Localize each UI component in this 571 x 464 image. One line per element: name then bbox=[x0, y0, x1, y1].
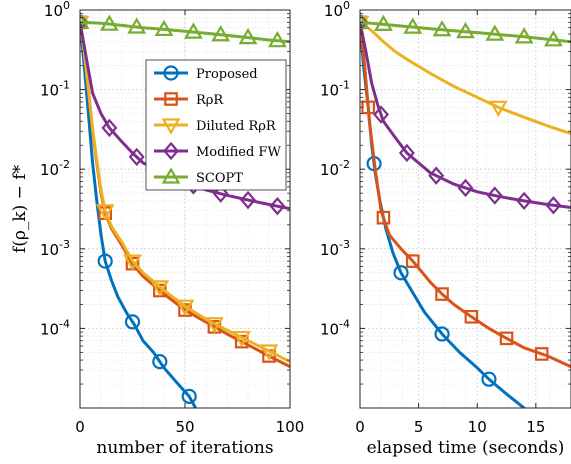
y-tick-label-base: 10 bbox=[320, 161, 339, 179]
x-axis-title: elapsed time (seconds) bbox=[367, 438, 565, 458]
y-tick-label-exponent: -1 bbox=[59, 79, 70, 92]
y-tick-label-base: 10 bbox=[320, 241, 339, 259]
y-tick-label-base: 10 bbox=[40, 82, 59, 100]
y-axis-title: f(ρ_k) − f* bbox=[10, 164, 30, 253]
y-tick-label: 100 bbox=[324, 0, 350, 20]
y-tick-label-base: 10 bbox=[40, 320, 59, 338]
legend-entry-mfw: Modified FW bbox=[154, 144, 281, 161]
x-tick-label: 15 bbox=[526, 418, 545, 436]
y-tick-label-base: 10 bbox=[40, 241, 59, 259]
y-tick-label-exponent: -1 bbox=[339, 79, 350, 92]
x-axis-title: number of iterations bbox=[96, 438, 273, 458]
y-tick-label-exponent: -3 bbox=[339, 238, 350, 251]
x-tick-label: 0 bbox=[355, 418, 365, 436]
y-tick-label-exponent: -4 bbox=[339, 317, 350, 330]
y-tick-label: 10-4 bbox=[40, 317, 70, 338]
y-tick-label-base: 10 bbox=[44, 2, 63, 20]
y-tick-label: 10-2 bbox=[40, 158, 70, 179]
x-tick-label: 50 bbox=[175, 418, 194, 436]
y-tick-label-exponent: 0 bbox=[343, 0, 350, 12]
legend-label-rpr: RρR bbox=[196, 93, 224, 108]
x-tick-label: 0 bbox=[75, 418, 85, 436]
y-tick-label: 10-3 bbox=[320, 238, 350, 259]
y-tick-label: 10-1 bbox=[40, 79, 70, 100]
legend-label-diluted: Diluted RρR bbox=[196, 119, 277, 134]
legend-label-mfw: Modified FW bbox=[196, 145, 281, 160]
y-tick-label: 10-3 bbox=[40, 238, 70, 259]
x-tick-label: 5 bbox=[414, 418, 424, 436]
y-tick-label-base: 10 bbox=[324, 2, 343, 20]
y-tick-label: 10-1 bbox=[320, 79, 350, 100]
y-tick-label-exponent: -2 bbox=[339, 158, 350, 171]
y-tick-label-base: 10 bbox=[40, 161, 59, 179]
y-tick-label-exponent: -2 bbox=[59, 158, 70, 171]
y-tick-label-exponent: -4 bbox=[59, 317, 70, 330]
y-tick-label: 100 bbox=[44, 0, 70, 20]
legend: Proposed RρR Diluted RρR Modified FW SCOPT bbox=[146, 60, 286, 190]
y-tick-label: 10-2 bbox=[320, 158, 350, 179]
y-tick-label-exponent: -3 bbox=[59, 238, 70, 251]
y-tick-label-exponent: 0 bbox=[63, 0, 70, 12]
legend-label-scopt: SCOPT bbox=[196, 171, 243, 186]
y-tick-label-base: 10 bbox=[320, 82, 339, 100]
y-tick-label-base: 10 bbox=[320, 320, 339, 338]
x-tick-label: 100 bbox=[276, 418, 305, 436]
y-tick-label: 10-4 bbox=[320, 317, 350, 338]
x-tick-label: 10 bbox=[468, 418, 487, 436]
legend-label-proposed: Proposed bbox=[196, 67, 258, 82]
